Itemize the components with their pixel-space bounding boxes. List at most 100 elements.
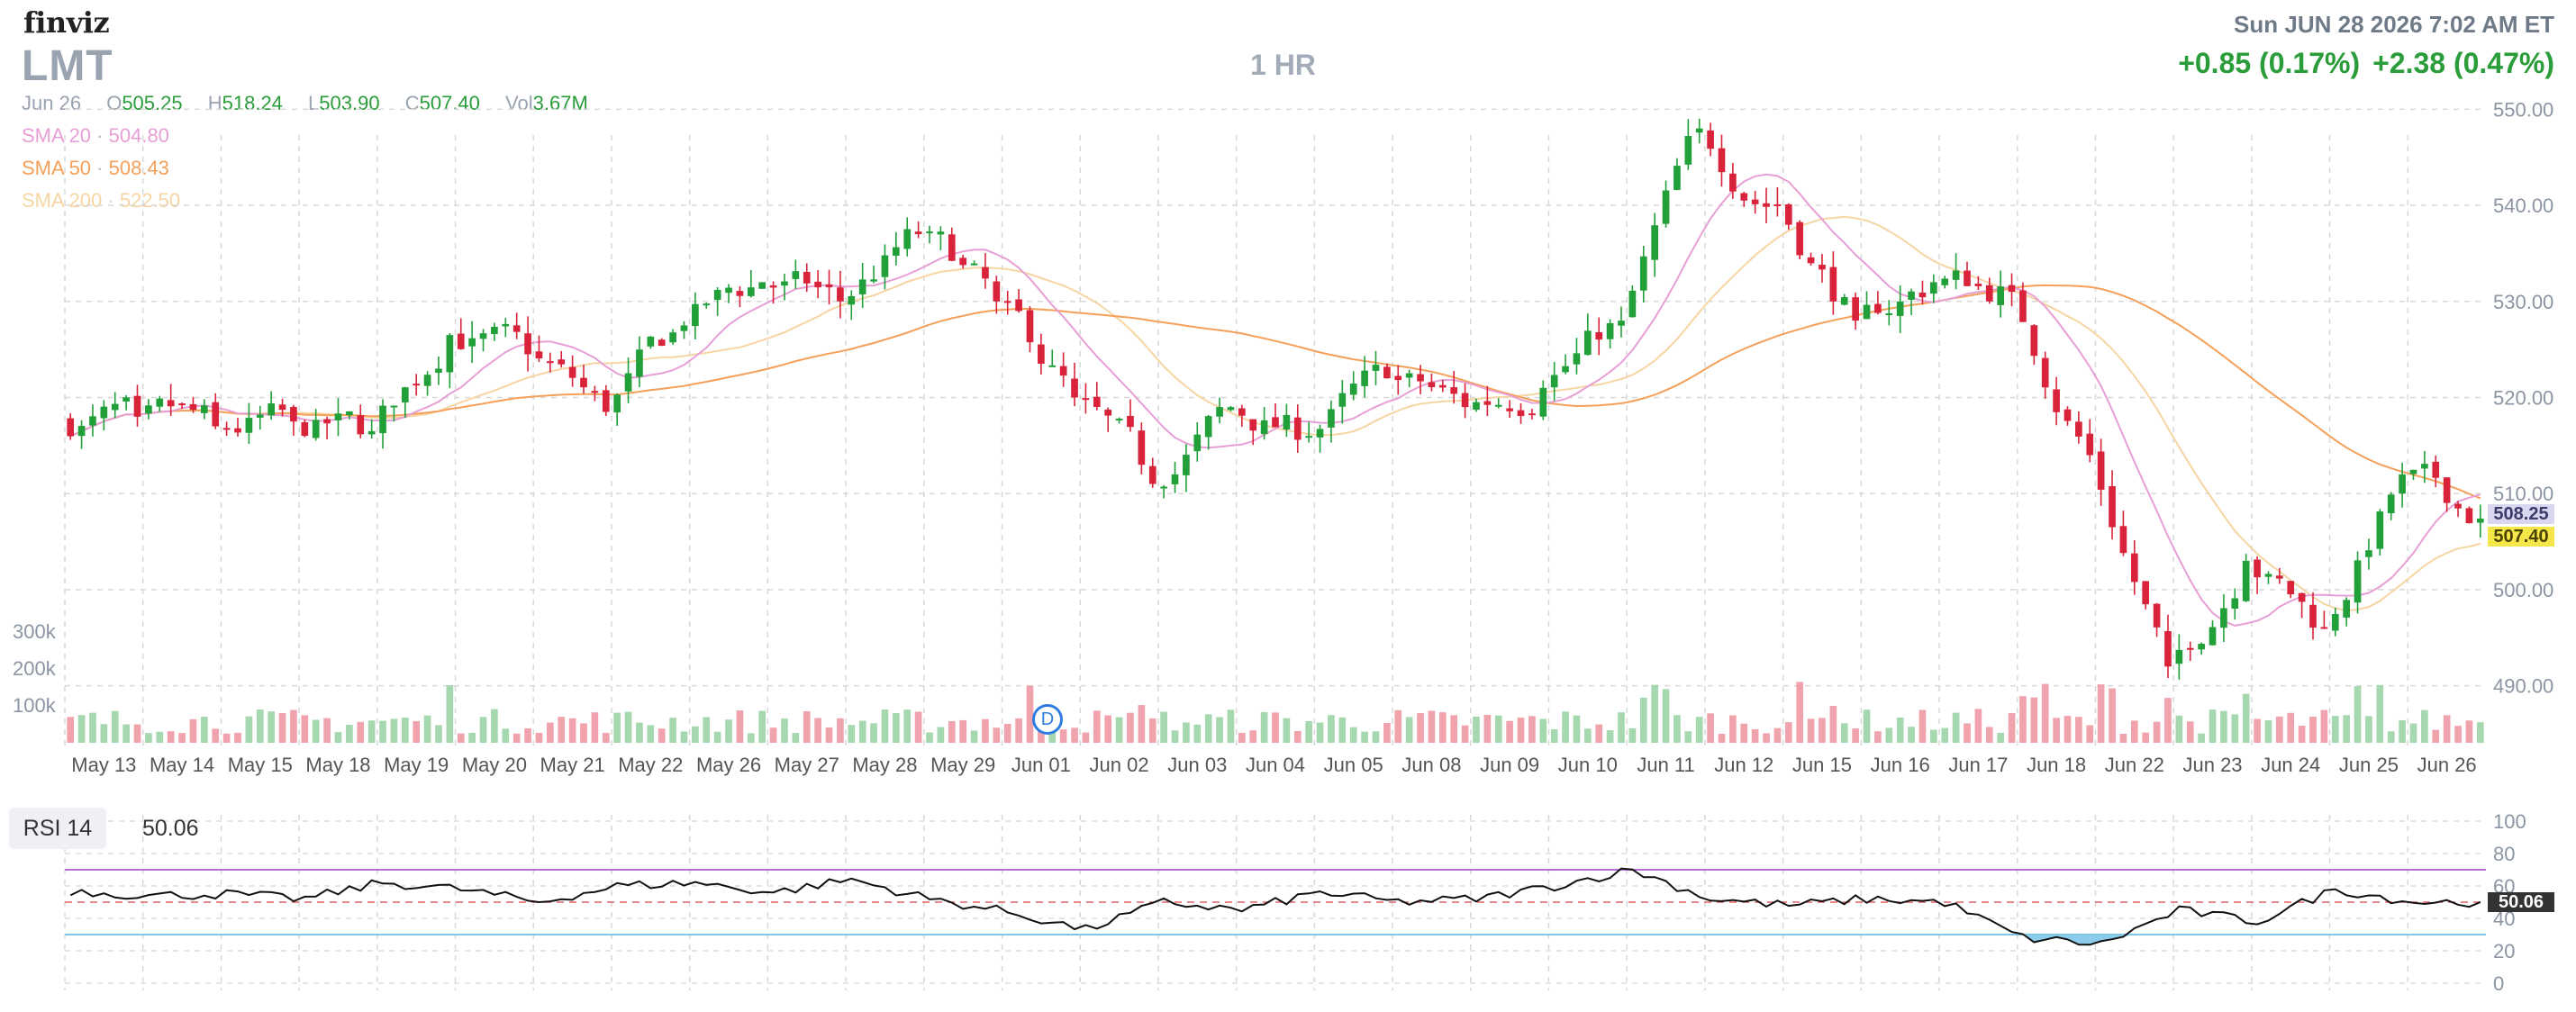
volume-bar	[1338, 717, 1347, 743]
candle-body	[2030, 325, 2038, 357]
candle-body	[2432, 461, 2440, 478]
candle-body	[111, 403, 119, 411]
volume-bar	[2298, 726, 2306, 743]
volume-bar	[591, 712, 599, 743]
candle-body	[2275, 575, 2283, 579]
candle-body	[1227, 407, 1235, 411]
candle-body	[546, 361, 554, 364]
x-tick-label: Jun 15	[1792, 754, 1852, 776]
dividend-marker[interactable]: D	[1032, 704, 1063, 735]
candle-body	[1494, 404, 1502, 407]
volume-bar	[346, 724, 353, 743]
candle-body	[145, 405, 152, 414]
candle-body	[1305, 436, 1313, 438]
volume-bar	[1171, 730, 1179, 743]
candle-body	[1562, 366, 1569, 373]
candle-body	[2198, 644, 2205, 650]
candle-body	[1003, 301, 1011, 303]
rsi-oversold-fill	[2090, 935, 2101, 945]
candle-body	[636, 349, 643, 377]
sma-50-legend[interactable]: SMA 50 · 508.43	[22, 157, 169, 180]
candle-body	[2465, 508, 2473, 524]
candle-body	[2399, 474, 2406, 494]
candle-body	[1964, 270, 1971, 286]
sma-200-legend[interactable]: SMA 200 · 522.50	[22, 189, 180, 212]
candle-body	[803, 271, 811, 284]
volume-bar	[870, 723, 877, 743]
candle-body	[2365, 550, 2372, 557]
volume-bar	[1238, 732, 1246, 743]
sma-20-value: 504.80	[108, 124, 169, 147]
rsi-indicator-label[interactable]: RSI 14	[9, 808, 106, 849]
volume-bar	[256, 709, 264, 743]
volume-bar	[1383, 723, 1391, 743]
volume-bar	[1517, 718, 1525, 743]
volume-bar	[1450, 715, 1458, 743]
candle-body	[1204, 416, 1212, 438]
candle-body	[2008, 285, 2016, 293]
volume-bar	[1115, 717, 1123, 743]
volume-bar	[558, 717, 566, 743]
volume-bar	[2097, 684, 2105, 743]
volume-bar	[1573, 715, 1581, 743]
timeframe-label[interactable]: 1 HR	[1250, 49, 1316, 81]
candle-body	[468, 338, 476, 347]
volume-bar	[1361, 731, 1368, 743]
candle-body	[1059, 366, 1067, 376]
volume-bar	[1863, 709, 1871, 743]
candle-body	[1852, 297, 1859, 321]
volume-bar	[2254, 718, 2261, 743]
ohlc-vol: 3.67M	[532, 92, 588, 114]
sma-20-legend[interactable]: SMA 20 · 504.80	[22, 124, 169, 148]
volume-bar	[1628, 727, 1637, 743]
candle-body	[367, 430, 376, 435]
candle-body	[401, 387, 409, 402]
volume-bar	[2164, 698, 2172, 743]
candle-body	[792, 271, 800, 279]
candle-body	[1896, 301, 1904, 316]
candle-body	[1071, 378, 1078, 398]
volume-bar	[1394, 709, 1402, 743]
candle-body	[881, 255, 889, 277]
candle-body	[568, 366, 576, 378]
volume-bar	[2186, 721, 2194, 743]
candle-body	[1684, 136, 1692, 165]
volume-bar	[636, 722, 643, 743]
volume-bar	[2030, 697, 2038, 743]
candlesticks	[67, 118, 2484, 680]
volume-bar	[512, 733, 521, 743]
volume-bar	[111, 710, 119, 743]
candle-body	[703, 303, 711, 306]
volume-bar	[1952, 712, 1960, 743]
candle-body	[1328, 409, 1335, 428]
candle-body	[2209, 627, 2217, 646]
volume-bar	[1328, 715, 1335, 743]
volume-bar	[602, 732, 610, 743]
candle-body	[848, 295, 856, 305]
candle-body	[914, 231, 922, 235]
candle-body	[167, 400, 175, 407]
volume-bar	[1763, 733, 1770, 743]
volume-bar	[1997, 732, 2005, 743]
rsi-tick-label: 80	[2493, 843, 2515, 865]
volume-bar	[1807, 718, 1815, 743]
candle-body	[1740, 193, 1748, 201]
candle-body	[2354, 560, 2362, 603]
y-tick-label: 500.00	[2493, 579, 2553, 601]
candle-body	[2075, 421, 2082, 437]
volume-bar	[1138, 705, 1146, 743]
volume-bar	[2476, 722, 2484, 743]
candle-body	[357, 415, 365, 435]
volume-bars	[67, 682, 2484, 743]
finviz-logo[interactable]: finviz	[23, 5, 110, 40]
volume-bar	[825, 727, 833, 743]
volume-bar	[858, 720, 866, 743]
volume-bar	[2354, 686, 2362, 743]
volume-bar	[1316, 722, 1324, 743]
x-tick-label: Jun 09	[1480, 754, 1539, 776]
candle-body	[512, 325, 521, 332]
volume-bar	[77, 715, 86, 743]
candle-body	[982, 267, 989, 279]
volume-bar	[367, 720, 376, 743]
